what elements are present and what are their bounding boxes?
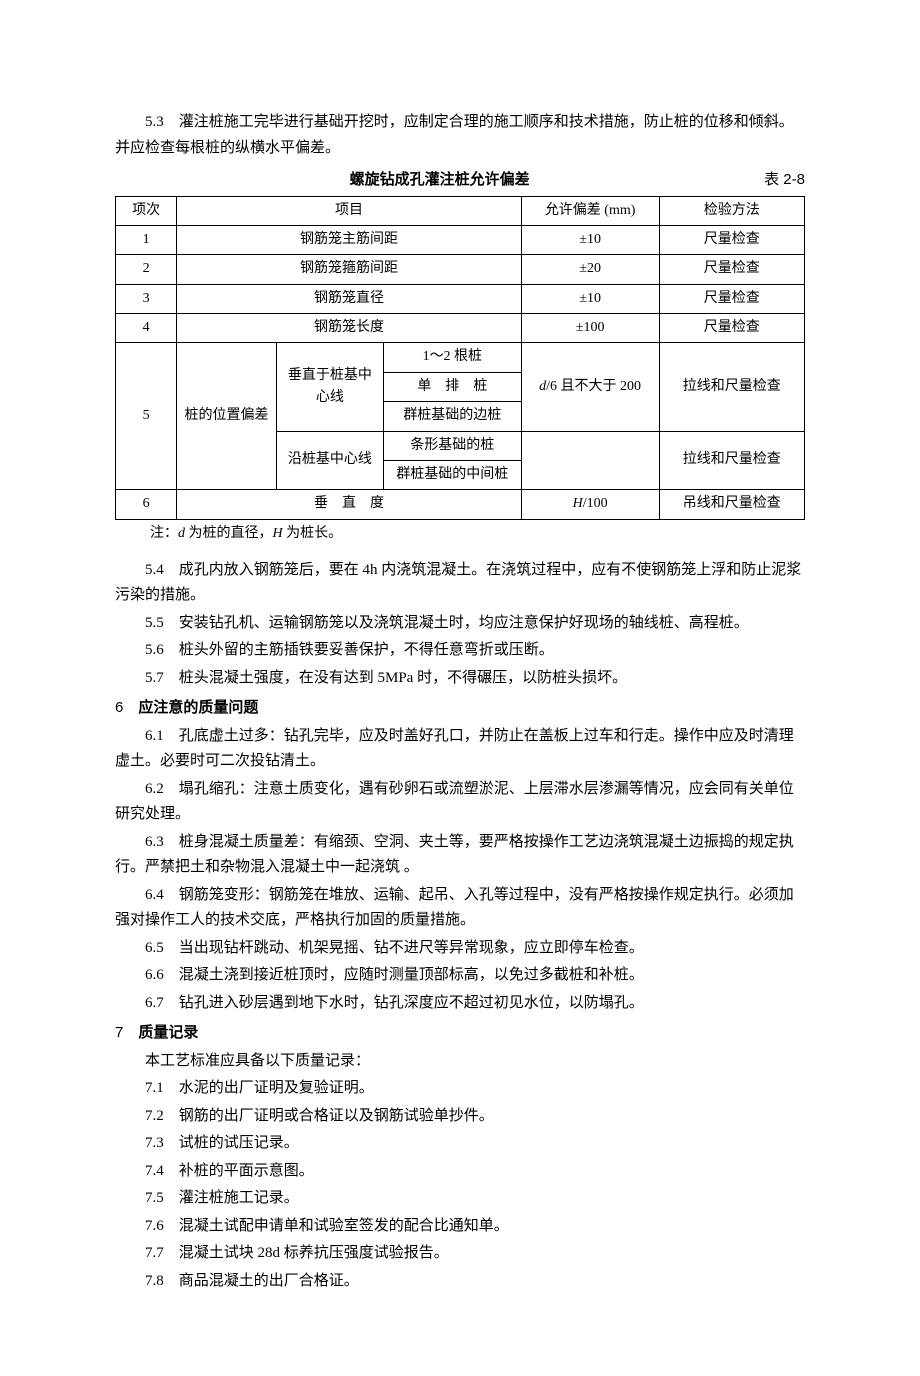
- paragraph-7-6: 7.6 混凝土试配申请单和试验室签发的配合比通知单。: [115, 1214, 805, 1240]
- section-7-heading: 7 质量记录: [115, 1020, 805, 1047]
- cell-group: 垂直于桩基中心线: [276, 343, 383, 431]
- cell-sub: 单 排 桩: [383, 372, 521, 401]
- paragraph-7-1: 7.1 水泥的出厂证明及复验证明。: [115, 1076, 805, 1102]
- cell-sub: 条形基础的桩: [383, 431, 521, 460]
- cell-dev: ±100: [521, 314, 659, 343]
- header-item: 项目: [177, 196, 521, 225]
- cell-group: 沿桩基中心线: [276, 431, 383, 490]
- paragraph-6-1: 6.1 孔底虚土过多：钻孔完毕，应及时盖好孔口，并防止在盖板上过车和行走。操作中…: [115, 724, 805, 775]
- paragraph-6-5: 6.5 当出现钻杆跳动、机架晃摇、钻不进尺等异常现象，应立即停车检查。: [115, 936, 805, 962]
- cell-item: 垂 直 度: [177, 490, 521, 519]
- cell-method: 尺量检查: [659, 225, 804, 254]
- table-row: 4 钢筋笼长度 ±100 尺量检查: [116, 314, 805, 343]
- table-tag: 表 2-8: [764, 167, 805, 193]
- cell-sub: 群桩基础的边桩: [383, 402, 521, 431]
- header-dev: 允许偏差 (mm): [521, 196, 659, 225]
- table-row: 6 垂 直 度 H/100 吊线和尺量检查: [116, 490, 805, 519]
- cell-num: 3: [116, 284, 177, 313]
- cell-num: 1: [116, 225, 177, 254]
- paragraph-5-7: 5.7 桩头混凝土强度，在没有达到 5MPa 时，不得碾压，以防桩头损坏。: [115, 666, 805, 692]
- table-row: 项次 项目 允许偏差 (mm) 检验方法: [116, 196, 805, 225]
- cell-dev: ±10: [521, 225, 659, 254]
- cell-method: 尺量检查: [659, 255, 804, 284]
- cell-dev: ±10: [521, 284, 659, 313]
- table-row: 3 钢筋笼直径 ±10 尺量检查: [116, 284, 805, 313]
- cell-method: 吊线和尺量检查: [659, 490, 804, 519]
- paragraph-6-3: 6.3 桩身混凝土质量差：有缩颈、空洞、夹土等，要严格按操作工艺边浇筑混凝土边振…: [115, 830, 805, 881]
- cell-num: 6: [116, 490, 177, 519]
- table-row: 5 桩的位置偏差 垂直于桩基中心线 1～2 根桩 d/6 且不大于 200 拉线…: [116, 343, 805, 372]
- table-note: 注：d 为桩的直径，H 为桩长。: [115, 522, 805, 546]
- paragraph-7-8: 7.8 商品混凝土的出厂合格证。: [115, 1269, 805, 1295]
- cell-num: 2: [116, 255, 177, 284]
- paragraph-6-7: 6.7 钻孔进入砂层遇到地下水时，钻孔深度应不超过初见水位，以防塌孔。: [115, 991, 805, 1017]
- section-6-heading: 6 应注意的质量问题: [115, 695, 805, 722]
- cell-dev: d/6 且不大于 200: [521, 343, 659, 431]
- paragraph-7-3: 7.3 试桩的试压记录。: [115, 1131, 805, 1157]
- cell-sub: 1～2 根桩: [383, 343, 521, 372]
- paragraph-6-2: 6.2 塌孔缩孔：注意土质变化，遇有砂卵石或流塑淤泥、上层滞水层渗漏等情况，应会…: [115, 777, 805, 828]
- cell-item: 钢筋笼主筋间距: [177, 225, 521, 254]
- table-row: 2 钢筋笼箍筋间距 ±20 尺量检查: [116, 255, 805, 284]
- paragraph-7-2: 7.2 钢筋的出厂证明或合格证以及钢筋试验单抄件。: [115, 1104, 805, 1130]
- paragraph-7-5: 7.5 灌注桩施工记录。: [115, 1186, 805, 1212]
- paragraph-6-6: 6.6 混凝土浇到接近桩顶时，应随时测量顶部标高，以免过多截桩和补桩。: [115, 963, 805, 989]
- paragraph-7-intro: 本工艺标准应具备以下质量记录：: [115, 1049, 805, 1075]
- paragraph-5-4: 5.4 成孔内放入钢筋笼后，要在 4h 内浇筑混凝土。在浇筑过程中，应有不使钢筋…: [115, 558, 805, 609]
- deviation-table: 项次 项目 允许偏差 (mm) 检验方法 1 钢筋笼主筋间距 ±10 尺量检查 …: [115, 196, 805, 520]
- table-row: 1 钢筋笼主筋间距 ±10 尺量检查: [116, 225, 805, 254]
- paragraph-5-5: 5.5 安装钻孔机、运输钢筋笼以及浇筑混凝土时，均应注意保护好现场的轴线桩、高程…: [115, 611, 805, 637]
- cell-method: 尺量检查: [659, 314, 804, 343]
- cell-method: 尺量检查: [659, 284, 804, 313]
- cell-item: 钢筋笼箍筋间距: [177, 255, 521, 284]
- cell-sub: 群桩基础的中间桩: [383, 461, 521, 490]
- header-method: 检验方法: [659, 196, 804, 225]
- paragraph-7-7: 7.7 混凝土试块 28d 标养抗压强度试验报告。: [115, 1241, 805, 1267]
- cell-dev: ±20: [521, 255, 659, 284]
- cell-num: 5: [116, 343, 177, 490]
- cell-dev: H/100: [521, 490, 659, 519]
- cell-num: 4: [116, 314, 177, 343]
- paragraph-5-6: 5.6 桩头外留的主筋插铁要妥善保护，不得任意弯折或压断。: [115, 638, 805, 664]
- paragraph-6-4: 6.4 钢筋笼变形：钢筋笼在堆放、运输、起吊、入孔等过程中，没有严格按操作规定执…: [115, 883, 805, 934]
- paragraph-5-3: 5.3 灌注桩施工完毕进行基础开挖时，应制定合理的施工顺序和技术措施，防止桩的位…: [115, 110, 805, 161]
- paragraph-7-4: 7.4 补桩的平面示意图。: [115, 1159, 805, 1185]
- table-title: 螺旋钻成孔灌注桩允许偏差: [115, 168, 764, 194]
- cell-item: 钢筋笼直径: [177, 284, 521, 313]
- cell-item: 桩的位置偏差: [177, 343, 277, 490]
- cell-method: 拉线和尺量检查: [659, 431, 804, 490]
- cell-method: 拉线和尺量检查: [659, 343, 804, 431]
- table-header: 螺旋钻成孔灌注桩允许偏差 表 2-8: [115, 167, 805, 194]
- header-num: 项次: [116, 196, 177, 225]
- cell-item: 钢筋笼长度: [177, 314, 521, 343]
- cell-dev: [521, 431, 659, 490]
